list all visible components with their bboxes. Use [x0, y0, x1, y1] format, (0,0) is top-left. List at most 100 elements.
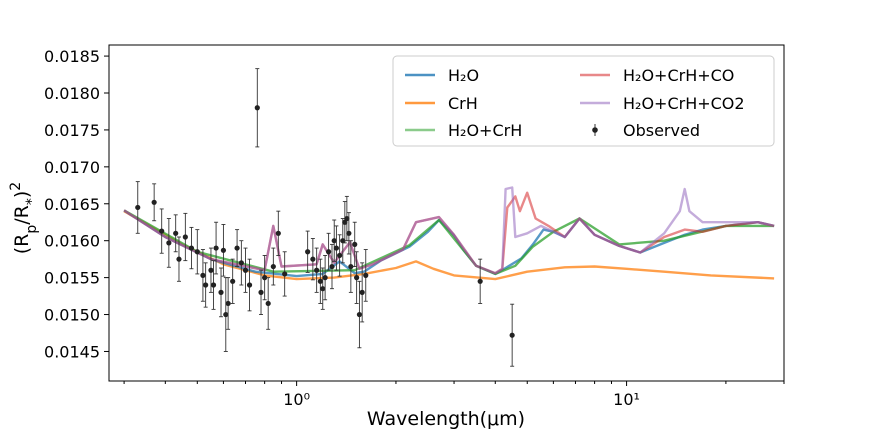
observed-point: [173, 214, 179, 253]
observed-marker: [282, 271, 288, 277]
observed-point: [262, 255, 268, 301]
observed-point: [348, 240, 354, 293]
plot-frame: [108, 44, 785, 382]
observed-marker: [166, 240, 172, 246]
observed-marker: [322, 275, 328, 281]
observed-point: [282, 251, 288, 297]
observed-point: [213, 221, 219, 275]
observed-marker: [159, 228, 165, 234]
legend-label: H₂O+CrH: [448, 121, 522, 140]
observed-point: [182, 212, 188, 262]
observed-marker: [359, 289, 365, 295]
observed-point: [194, 229, 200, 275]
y-tick-label: 0.0160: [44, 232, 100, 251]
observed-point: [310, 238, 316, 281]
observed-point: [337, 234, 343, 277]
observed-marker: [270, 263, 276, 270]
observed-marker: [333, 245, 340, 251]
observed-marker: [331, 238, 337, 244]
y-tick-label: 0.0165: [44, 195, 100, 214]
observed-marker: [329, 263, 335, 270]
observed-point: [359, 262, 365, 323]
observed-point: [363, 249, 369, 302]
legend-entry: CrH: [405, 94, 478, 113]
observed-marker: [344, 215, 350, 222]
y-tick-label: 0.0175: [44, 121, 100, 140]
observed-point: [509, 303, 515, 367]
observed-point: [477, 258, 483, 304]
observed-marker: [223, 311, 229, 318]
observed-marker: [509, 332, 515, 338]
observed-layer: [135, 68, 515, 367]
observed-marker: [242, 267, 249, 273]
observed-point: [346, 212, 352, 255]
observed-point: [246, 258, 253, 312]
legend-entry: Observed: [592, 121, 700, 140]
observed-point: [258, 269, 264, 315]
y-tick-label: 0.0155: [44, 269, 100, 288]
observed-point: [210, 260, 217, 310]
observed-point: [331, 219, 337, 262]
observed-marker: [194, 249, 200, 255]
observed-marker: [238, 260, 244, 266]
observed-point: [314, 247, 320, 293]
legend-label: H₂O+CrH+CO: [623, 66, 734, 85]
observed-point: [218, 267, 224, 318]
y-tick-label: 0.0150: [44, 306, 100, 325]
y-tick-label: 0.0145: [44, 342, 100, 361]
observed-marker: [230, 278, 236, 284]
observed-point: [320, 267, 326, 310]
observed-marker: [218, 289, 224, 295]
observed-point: [159, 208, 165, 254]
observed-point: [354, 251, 360, 304]
observed-point: [238, 240, 244, 286]
y-tick-label: 0.0170: [44, 158, 100, 177]
observed-marker: [275, 230, 281, 236]
observed-point: [317, 258, 323, 304]
observed-point: [352, 221, 358, 267]
y-axis-ticks: 0.0145 0.0150 0.0155 0.0160 0.0165 0.0170 0.01…: [44, 47, 109, 361]
observed-point: [325, 232, 332, 271]
x-axis-ticks: 10⁰ 10¹: [123, 381, 785, 409]
observed-point: [340, 218, 346, 264]
y-tick-label: 0.0185: [44, 47, 100, 66]
observed-marker: [346, 230, 352, 236]
series-line-h-o-crh: [123, 209, 775, 276]
observed-marker: [135, 204, 141, 211]
observed-point: [329, 243, 335, 290]
observed-marker: [310, 256, 316, 262]
x-axis-label: Wavelength(μm): [367, 408, 525, 430]
observed-point: [270, 247, 276, 286]
legend-box: [392, 55, 775, 147]
observed-marker: [213, 245, 219, 251]
observed-marker: [265, 300, 271, 307]
observed-marker: [210, 282, 217, 288]
observed-point: [322, 255, 328, 301]
observed-marker: [151, 199, 157, 205]
observed-point: [333, 225, 340, 271]
observed-marker: [348, 263, 354, 270]
observed-marker: [325, 249, 332, 255]
observed-marker: [354, 275, 360, 281]
observed-point: [166, 218, 172, 268]
observed-marker: [203, 282, 209, 288]
observed-marker: [314, 267, 320, 273]
legend-entries: H₂O CrH H₂O+CrH H₂O+CrH+CO H₂O+CrH+CO2 Observ…: [405, 66, 745, 140]
observed-marker: [258, 289, 264, 295]
observed-marker: [188, 245, 195, 251]
legend-entry: H₂O: [405, 66, 479, 85]
observed-marker: [363, 272, 369, 278]
observed-marker: [305, 249, 311, 255]
observed-point: [135, 181, 141, 234]
observed-marker: [254, 105, 260, 111]
observed-marker: [477, 278, 483, 284]
x-tick-label: 10¹: [613, 390, 640, 409]
observed-marker: [173, 230, 179, 236]
legend: H₂O CrH H₂O+CrH H₂O+CrH+CO H₂O+CrH+CO2 Observ…: [392, 55, 775, 147]
observed-marker: [176, 256, 182, 262]
observed-point: [188, 226, 195, 270]
observed-marker: [356, 311, 363, 318]
observed-marker: [182, 234, 188, 240]
observed-point: [225, 277, 231, 330]
